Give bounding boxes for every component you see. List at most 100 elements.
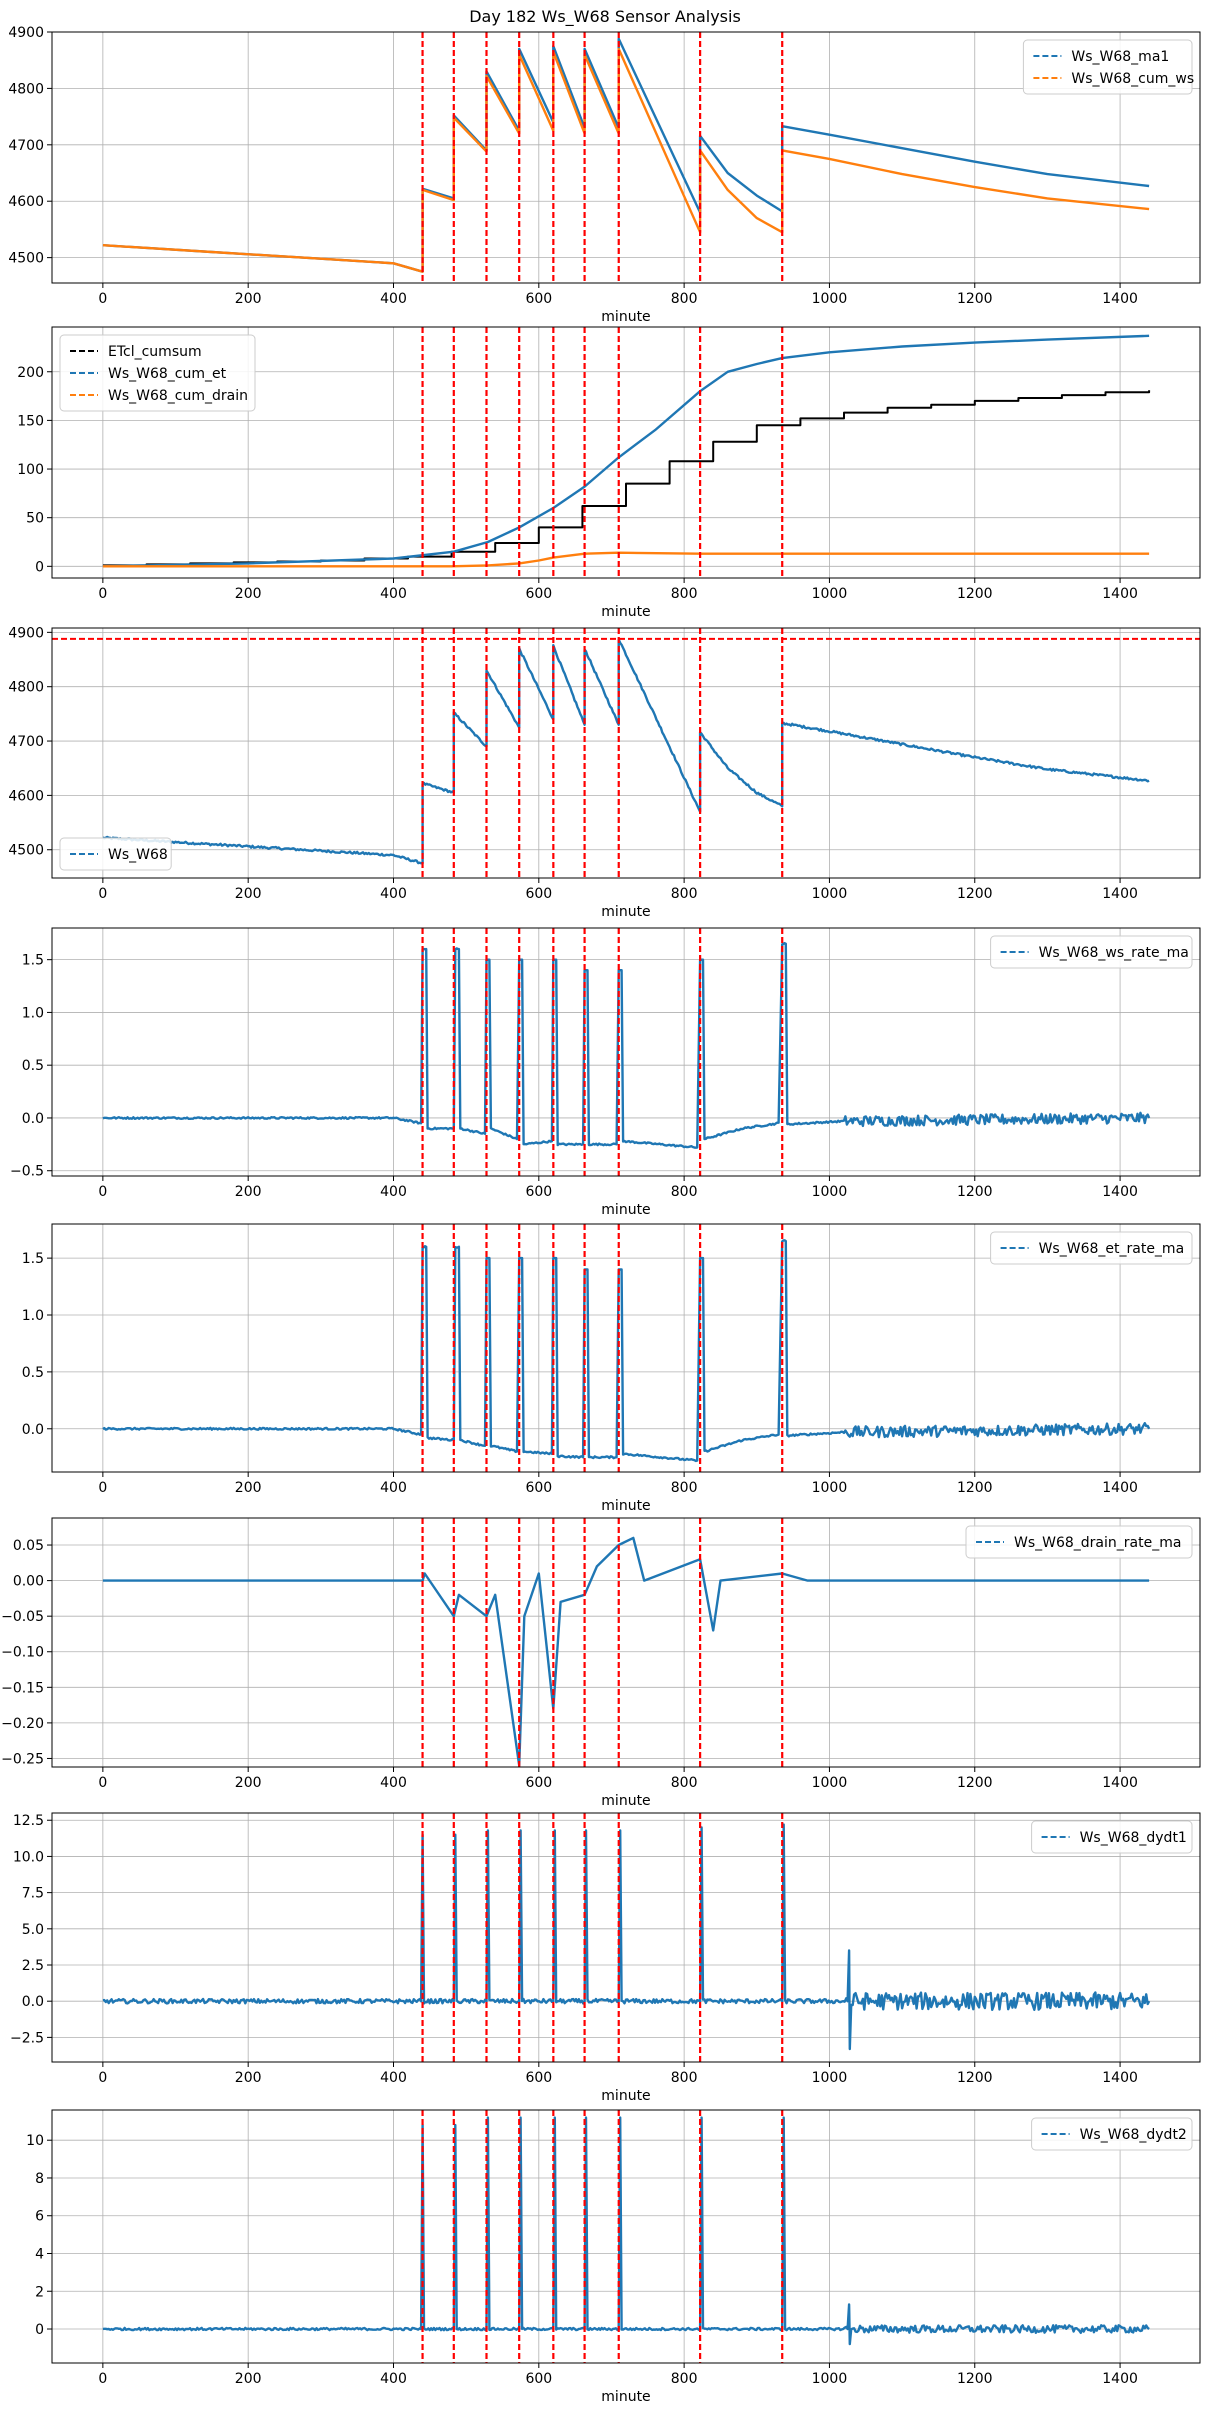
y-tick-label: 150 <box>17 413 44 429</box>
legend-box <box>59 334 256 412</box>
x-tick-label: 1400 <box>1102 1775 1138 1791</box>
series-line-0 <box>102 390 1151 567</box>
legend: Ws_W68_ma1 Ws_W68_cum_ws <box>1022 39 1194 95</box>
ticks: 0 200 400 600 800 1000 1200 1400 0 50 100 150 200 <box>17 365 1138 602</box>
axes-frame <box>51 1812 1201 2063</box>
x-axis-label: minute <box>601 2389 650 2405</box>
y-tick-label: 1.5 <box>22 953 44 969</box>
legend-label: Ws_W68_ws_rate_ma <box>1039 945 1189 961</box>
x-tick-label: 200 <box>235 1775 262 1791</box>
x-tick-label: 1200 <box>957 886 993 902</box>
chart-panel-dydt1: 0 200 400 600 800 1000 1200 1400 −2.5 0.0 2.5 5.0 7.… <box>10 1812 1201 2104</box>
y-tick-label: 0.5 <box>22 1058 44 1074</box>
x-tick-label: 0 <box>98 1480 107 1496</box>
y-tick-label: 1.5 <box>22 1251 44 1267</box>
y-tick-label: −0.25 <box>1 1751 44 1767</box>
x-tick-label: 1000 <box>812 2070 848 2086</box>
y-tick-label: 10.0 <box>13 1849 44 1865</box>
x-axis-label: minute <box>601 309 650 325</box>
legend-box <box>1031 2117 1193 2151</box>
x-axis-label: minute <box>601 1202 650 1218</box>
y-tick-label: 4800 <box>8 81 44 97</box>
x-tick-label: 800 <box>671 2070 698 2086</box>
x-tick-label: 0 <box>98 1775 107 1791</box>
x-tick-label: 1000 <box>812 1775 848 1791</box>
x-tick-label: 0 <box>98 2070 107 2086</box>
x-tick-label: 1000 <box>812 291 848 307</box>
y-tick-label: 4900 <box>8 625 44 641</box>
y-tick-label: 50 <box>26 511 44 527</box>
x-tick-label: 400 <box>380 1480 407 1496</box>
legend-label: ETcl_cumsum <box>108 344 202 360</box>
x-tick-label: 800 <box>671 886 698 902</box>
ticks: 0 200 400 600 800 1000 1200 1400 0 2 4 6 8 10 <box>26 2133 1138 2387</box>
x-tick-label: 600 <box>525 586 552 602</box>
plot-area <box>102 1239 1151 1463</box>
ticks: 0 200 400 600 800 1000 1200 1400 4500 4600 4700 480… <box>8 25 1138 307</box>
x-tick-label: 1400 <box>1102 586 1138 602</box>
event-lines <box>421 2110 784 2363</box>
y-tick-label: 4700 <box>8 138 44 154</box>
chart-panel-ma1: 0 200 400 600 800 1000 1200 1400 4500 4600 4700 480… <box>8 25 1201 325</box>
plot-area <box>102 941 1151 1149</box>
y-tick-label: 8 <box>35 2171 44 2187</box>
y-tick-label: −0.05 <box>1 1609 44 1625</box>
event-lines <box>421 928 784 1176</box>
legend-box <box>1022 39 1193 95</box>
x-tick-label: 600 <box>525 2371 552 2387</box>
x-tick-label: 400 <box>380 886 407 902</box>
chart-panel-cum: 0 200 400 600 800 1000 1200 1400 0 50 100 150 200 min… <box>17 326 1201 620</box>
y-tick-label: 0.00 <box>13 1574 44 1590</box>
chart-panel-wsrate: 0 200 400 600 800 1000 1200 1400 −0.5 0.0 0.5 1.0 1.… <box>10 927 1201 1218</box>
x-tick-label: 800 <box>671 1480 698 1496</box>
x-tick-label: 800 <box>671 1775 698 1791</box>
x-tick-label: 200 <box>235 1480 262 1496</box>
event-lines <box>421 628 784 878</box>
y-tick-label: −0.5 <box>10 1164 44 1180</box>
x-tick-label: 400 <box>380 2371 407 2387</box>
series-line-0 <box>102 37 1150 273</box>
x-tick-label: 1200 <box>957 291 993 307</box>
x-tick-label: 200 <box>235 2070 262 2086</box>
grid <box>52 2110 1200 2363</box>
axes-frame <box>51 1223 1201 1473</box>
x-tick-label: 0 <box>98 586 107 602</box>
legend: Ws_W68_drain_rate_ma <box>965 1525 1193 1559</box>
series-line-2 <box>102 551 1150 568</box>
x-tick-label: 600 <box>525 1775 552 1791</box>
y-tick-label: −2.5 <box>10 2030 44 2046</box>
x-tick-label: 800 <box>671 291 698 307</box>
x-axis-label: minute <box>601 1793 650 1809</box>
x-axis-label: minute <box>601 604 650 620</box>
legend-label: Ws_W68_cum_ws <box>1071 71 1194 87</box>
series-line-0 <box>102 1536 1150 1767</box>
series-line-0 <box>102 1823 1151 2051</box>
x-tick-label: 1200 <box>957 1184 993 1200</box>
legend-box <box>59 837 172 871</box>
grid <box>52 1813 1200 2062</box>
y-tick-label: 4900 <box>8 25 44 41</box>
x-tick-label: 200 <box>235 1184 262 1200</box>
chart-panel-raw: 0 200 400 600 800 1000 1200 1400 4500 4600 4700 480… <box>8 625 1201 920</box>
y-tick-label: 1.0 <box>22 1308 44 1324</box>
y-tick-label: 2 <box>35 2284 44 2300</box>
y-tick-label: 0.5 <box>22 1365 44 1381</box>
legend-label: Ws_W68_cum_drain <box>108 388 248 404</box>
ticks: 0 200 400 600 800 1000 1200 1400 −2.5 0.0 2.5 5.0 7.… <box>10 1813 1138 2086</box>
axes-frame <box>51 927 1201 1177</box>
legend: Ws_W68_et_rate_ma <box>990 1231 1193 1265</box>
x-tick-label: 0 <box>98 291 107 307</box>
y-tick-label: 4800 <box>8 680 44 696</box>
x-tick-label: 1000 <box>812 2371 848 2387</box>
plot-area <box>102 1536 1150 1767</box>
y-tick-label: 10 <box>26 2133 44 2149</box>
event-lines <box>421 327 784 578</box>
chart-panel-drain: 0 200 400 600 800 1000 1200 1400 −0.25 −0.20 −0.15… <box>1 1517 1201 1809</box>
legend-box <box>1031 1820 1193 1854</box>
axes-frame <box>51 1517 1201 1768</box>
x-tick-label: 400 <box>380 2070 407 2086</box>
x-tick-label: 600 <box>525 1480 552 1496</box>
ticks: 0 200 400 600 800 1000 1200 1400 −0.25 −0.20 −0.15… <box>1 1538 1138 1791</box>
legend: Ws_W68_ws_rate_ma <box>990 935 1193 969</box>
legend: Ws_W68 <box>59 837 172 871</box>
